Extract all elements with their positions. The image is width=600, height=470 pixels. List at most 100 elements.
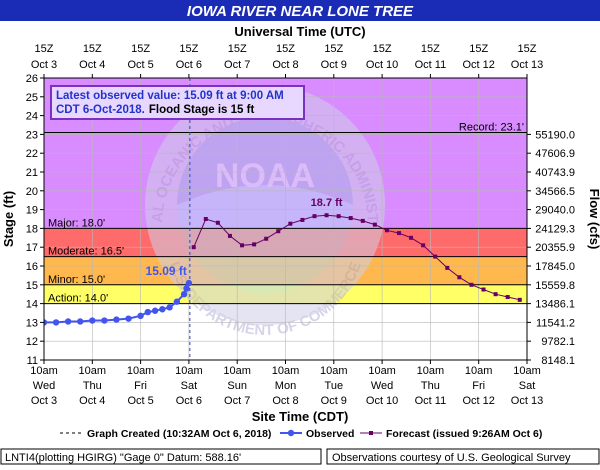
observed-point: [137, 312, 144, 320]
utc-tick-date: Oct 11: [415, 59, 447, 71]
forecast-point: [264, 236, 269, 241]
local-tick-day: Fri: [134, 380, 147, 392]
utc-tick-hour: 15Z: [324, 43, 343, 55]
observed-point: [144, 308, 152, 316]
local-tick-time: 10am: [175, 365, 203, 377]
observed-point: [64, 318, 72, 325]
stage-tick-label: 18: [26, 223, 38, 235]
forecast-point: [421, 243, 426, 248]
local-tick-date: Oct 12: [462, 395, 494, 407]
utc-tick-hour: 15Z: [83, 43, 102, 55]
local-tick-time: 10am: [223, 365, 251, 377]
forecast-point: [288, 221, 293, 226]
observed-point: [151, 307, 159, 314]
legend-forecast-label: Forecast (issued 9:26AM Oct 6): [386, 428, 542, 440]
flow-tick-label: 47606.9: [535, 148, 575, 160]
utc-tick-date: Oct 7: [224, 59, 250, 71]
flow-tick-label: 55190.0: [535, 129, 575, 141]
local-tick-day: Sat: [519, 380, 536, 392]
forecast-point: [493, 292, 498, 297]
legend-observed-label: Observed: [306, 428, 354, 440]
footer-right-box: [326, 448, 600, 465]
local-tick-date: Oct 11: [415, 395, 447, 407]
forecast-point: [372, 222, 377, 227]
flow-tick-label: 17845.0: [535, 261, 575, 273]
local-tick-time: 10am: [30, 365, 58, 377]
stage-tick-label: 20: [26, 186, 38, 198]
flow-tick-label: 8148.1: [541, 355, 575, 367]
category-label-3: Major: 18.0': [48, 217, 105, 229]
local-tick-date: Oct 3: [31, 395, 57, 407]
observed-value-label: 15.09 ft: [146, 264, 187, 278]
local-tick-time: 10am: [368, 365, 396, 377]
forecast-point: [397, 231, 402, 236]
watermark-gull-shape: [177, 117, 353, 205]
flow-tick-label: 11541.2: [536, 317, 575, 329]
watermark-center-text: NOAA: [215, 157, 315, 195]
forecast-point: [409, 235, 414, 240]
stage-tick-label: 13: [26, 317, 38, 329]
stage-tick-label: 26: [26, 73, 38, 85]
forecast-peak-label: 18.7 ft: [311, 197, 343, 209]
category-label-2: Moderate: 16.5': [48, 246, 124, 258]
utc-tick-date: Oct 3: [31, 59, 57, 71]
observed-point: [125, 315, 132, 322]
forecast-point: [191, 245, 196, 250]
observed-point: [173, 298, 181, 305]
forecast-point: [505, 295, 510, 300]
observed-point: [52, 319, 60, 326]
stage-tick-label: 16: [26, 261, 38, 273]
observed-point: [183, 285, 190, 292]
observed-point: [185, 279, 193, 287]
local-tick-time: 10am: [127, 365, 155, 377]
legend-observed-marker: [287, 429, 295, 437]
forecast-point: [276, 229, 281, 234]
stage-tick-label: 21: [26, 167, 38, 179]
local-tick-date: Oct 9: [321, 395, 347, 407]
utc-tick-hour: 15Z: [518, 43, 537, 55]
utc-tick-date: Oct 12: [462, 59, 494, 71]
local-tick-day: Wed: [33, 380, 55, 392]
local-tick-day: Sat: [181, 380, 198, 392]
observed-point: [44, 319, 48, 326]
legend-created-label: Graph Created (10:32AM Oct 6, 2018): [87, 428, 271, 440]
local-tick-time: 10am: [320, 365, 348, 377]
local-tick-time: 10am: [513, 365, 541, 377]
forecast-line: [193, 214, 520, 301]
y2-axis-title: Flow (cfs): [587, 189, 600, 250]
local-tick-date: Oct 8: [272, 395, 298, 407]
local-tick-date: Oct 4: [79, 395, 105, 407]
stage-tick-label: 15: [26, 280, 38, 292]
local-tick-date: Oct 10: [366, 395, 398, 407]
stage-tick-label: 25: [26, 92, 38, 104]
legend-forecast-marker: [369, 431, 373, 435]
forecast-point: [348, 216, 353, 221]
observed-point: [89, 317, 96, 324]
flow-tick-label: 9782.1: [541, 336, 575, 348]
stage-tick-label: 24: [26, 111, 38, 123]
info-line-1: Latest observed value: 15.09 ft at 9:00 …: [56, 90, 284, 102]
local-tick-time: 10am: [79, 365, 107, 377]
flow-tick-label: 13486.1: [535, 299, 575, 311]
utc-tick-date: Oct 10: [366, 59, 398, 71]
stage-tick-label: 12: [26, 336, 38, 348]
utc-tick-date: Oct 8: [272, 59, 298, 71]
utc-tick-date: Oct 6: [176, 59, 202, 71]
local-tick-time: 10am: [272, 365, 300, 377]
forecast-point: [203, 217, 208, 221]
stage-tick-label: 14: [26, 299, 38, 311]
category-label-1: Minor: 15.0': [48, 274, 105, 286]
utc-tick-hour: 15Z: [421, 43, 440, 55]
flow-tick-label: 29040.0: [535, 205, 575, 217]
utc-tick-date: Oct 4: [79, 59, 105, 71]
local-tick-day: Mon: [275, 380, 296, 392]
info-line-2-date: CDT 6-Oct-2018.: [56, 104, 145, 116]
stage-tick-label: 11: [27, 355, 38, 367]
forecast-point: [240, 243, 245, 248]
record-label: Record: 23.1': [459, 122, 524, 134]
observed-point: [77, 318, 84, 325]
info-line-2-flood: Flood Stage is 15 ft: [149, 104, 255, 116]
forecast-point: [227, 233, 232, 238]
forecast-point: [445, 265, 450, 270]
